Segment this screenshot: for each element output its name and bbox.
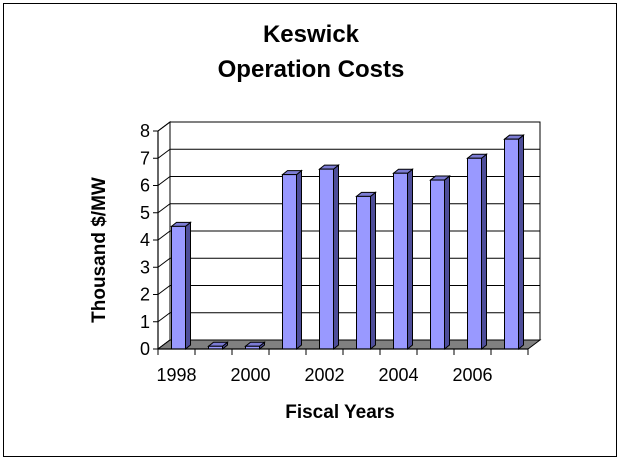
bar-side [518, 134, 524, 351]
x-tick-label: 1998 [156, 365, 196, 385]
bar [318, 164, 340, 351]
bar-side [333, 164, 339, 351]
y-tick-label: 6 [140, 176, 150, 196]
gridline-side [157, 148, 171, 159]
x-axis-title: Fiscal Years [285, 402, 395, 423]
bar [503, 134, 525, 351]
bar-front [393, 172, 408, 350]
x-tick-label: 2006 [452, 365, 492, 385]
bar-front [467, 157, 482, 350]
x-tick-labels: 1998 2000 2002 2004 2006 [156, 365, 492, 385]
bar-side [407, 168, 413, 351]
bar [429, 175, 451, 351]
gridline-side [157, 285, 171, 295]
gridline-side [157, 121, 171, 132]
bar [207, 341, 229, 351]
bar-side [370, 191, 376, 351]
bar-side [444, 175, 450, 351]
chart-title-line1: Keswick [262, 21, 360, 48]
y-tick-label: 8 [140, 121, 150, 141]
axes [153, 130, 529, 355]
chart-title-line2: Operation Costs [217, 56, 405, 83]
bar [244, 341, 266, 351]
bar-side [296, 169, 302, 351]
bar-front [504, 138, 519, 350]
x-tick-label: 2000 [230, 365, 270, 385]
bar-front [356, 195, 371, 350]
bar-side [481, 153, 487, 351]
y-tick-label: 7 [140, 148, 150, 168]
y-tick-label: 3 [140, 257, 150, 277]
bar-front [282, 174, 297, 350]
bar [466, 153, 488, 351]
gridline-side [157, 176, 171, 186]
y-axis-title: Thousand $/MW [89, 177, 110, 323]
y-tick-label: 4 [140, 230, 150, 250]
bar-front [171, 225, 186, 350]
y-tick-label: 1 [140, 312, 150, 332]
y-tick-label: 0 [140, 339, 150, 359]
gridline-side [157, 257, 171, 268]
bar [170, 221, 192, 351]
bar-front [319, 168, 334, 350]
bar [355, 191, 377, 351]
x-tick-label: 2004 [378, 365, 418, 385]
y-tick-label: 5 [140, 203, 150, 223]
y-tick-label: 2 [140, 285, 150, 305]
gridline-side [157, 203, 171, 214]
bar [392, 168, 414, 351]
x-tick-label: 2002 [304, 365, 344, 385]
bar [281, 169, 303, 351]
bar-front [430, 179, 445, 350]
gridline-side [157, 312, 171, 323]
y-tick-labels: 0 1 2 3 4 5 6 7 8 [140, 121, 150, 359]
bar-side [185, 221, 191, 351]
gridline-side [157, 230, 171, 241]
bars [170, 134, 525, 351]
